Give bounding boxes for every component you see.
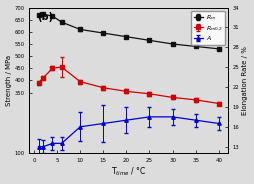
Y-axis label: Strength / MPa: Strength / MPa (6, 55, 11, 106)
Y-axis label: Elongation Rate / %: Elongation Rate / % (243, 46, 248, 115)
Legend: $R_m$, $R_{m0.2}$, $A$: $R_m$, $R_{m0.2}$, $A$ (191, 11, 225, 45)
Text: (b): (b) (37, 12, 53, 22)
X-axis label: T$_{time}$ / °C: T$_{time}$ / °C (111, 166, 146, 178)
